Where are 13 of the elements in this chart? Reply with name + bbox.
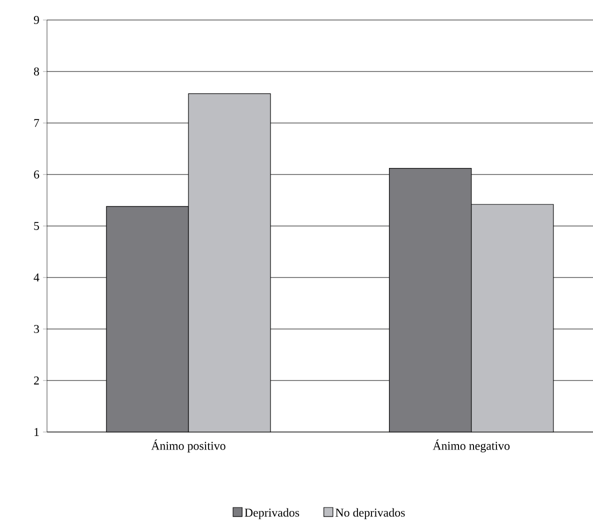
y-tick-label: 1 (34, 428, 39, 436)
y-tick-label: 6 (34, 170, 40, 179)
x-tick-label: Ánimo negativo (432, 440, 510, 452)
y-tick-label: 2 (34, 376, 39, 384)
legend-label: No deprivados (336, 508, 405, 520)
y-tick-label: 3 (34, 324, 40, 334)
x-tick-label: Ánimo positivo (151, 440, 226, 452)
y-tick-label: 7 (34, 119, 40, 127)
y-tick-label: 8 (34, 67, 40, 76)
y-tick-label: 9 (34, 16, 39, 24)
legend-label: Deprivados (244, 508, 300, 520)
y-tick-label: 4 (34, 274, 40, 282)
y-tick-label: 5 (34, 222, 40, 230)
